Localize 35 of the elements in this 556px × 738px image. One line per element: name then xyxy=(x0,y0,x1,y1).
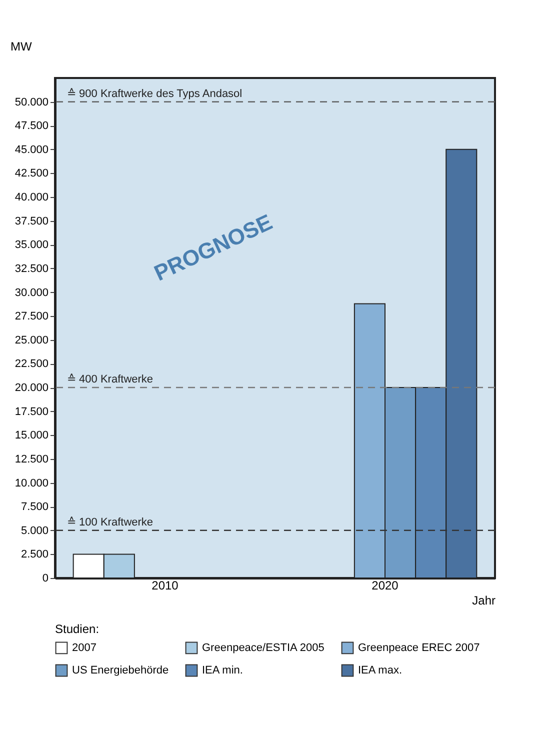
y-tick-label: 12.500 xyxy=(14,453,48,466)
y-tick-label: 27.500 xyxy=(14,310,48,323)
y-tick-label: 0 xyxy=(42,572,48,584)
ref-line-label: ≙ 900 Kraftwerke des Typs Andasol xyxy=(67,88,242,100)
y-tick-label: 35.000 xyxy=(14,239,48,252)
legend-label: IEA max. xyxy=(358,664,402,676)
x-tick-label: 2020 xyxy=(372,578,399,592)
x-tick-label: 2010 xyxy=(152,578,179,592)
legend-label: 2007 xyxy=(72,642,96,654)
y-tick-label: 7.500 xyxy=(20,501,48,514)
y-tick-label: 42.500 xyxy=(14,168,48,180)
legend-label: Greenpeace EREC 2007 xyxy=(358,642,480,654)
legend-label: Greenpeace/ESTIA 2005 xyxy=(202,642,324,654)
legend-label: US Energiebehörde xyxy=(72,664,169,676)
y-tick-label: 15.000 xyxy=(14,430,48,442)
x-axis-title: Jahr xyxy=(472,594,496,608)
y-tick-label: 20.000 xyxy=(14,382,48,394)
y-tick-label: 47.500 xyxy=(14,120,48,132)
y-tick-label: 25.000 xyxy=(14,334,48,346)
y-tick-label: 2.500 xyxy=(20,548,48,561)
y-tick-label: 17.500 xyxy=(14,406,48,418)
ref-line-label: ≙ 100 Kraftwerke xyxy=(67,516,154,528)
y-tick-label: 30.000 xyxy=(14,286,48,299)
y-tick-label: 45.000 xyxy=(14,144,48,156)
ref-line-label: ≙ 400 Kraftwerke xyxy=(67,374,154,386)
y-tick-label: 40.000 xyxy=(14,192,48,204)
y-tick-label: 10.000 xyxy=(14,477,48,490)
legend-label: IEA min. xyxy=(202,664,243,676)
y-tick-label: 50.000 xyxy=(14,96,48,108)
y-tick-label: 22.500 xyxy=(14,358,48,370)
y-tick-label: 32.500 xyxy=(14,262,48,275)
y-tick-label: 5.000 xyxy=(20,524,48,537)
y-tick-label: 37.500 xyxy=(14,215,48,228)
y-axis-title: MW xyxy=(10,40,32,54)
legend-title: Studien: xyxy=(55,622,100,636)
